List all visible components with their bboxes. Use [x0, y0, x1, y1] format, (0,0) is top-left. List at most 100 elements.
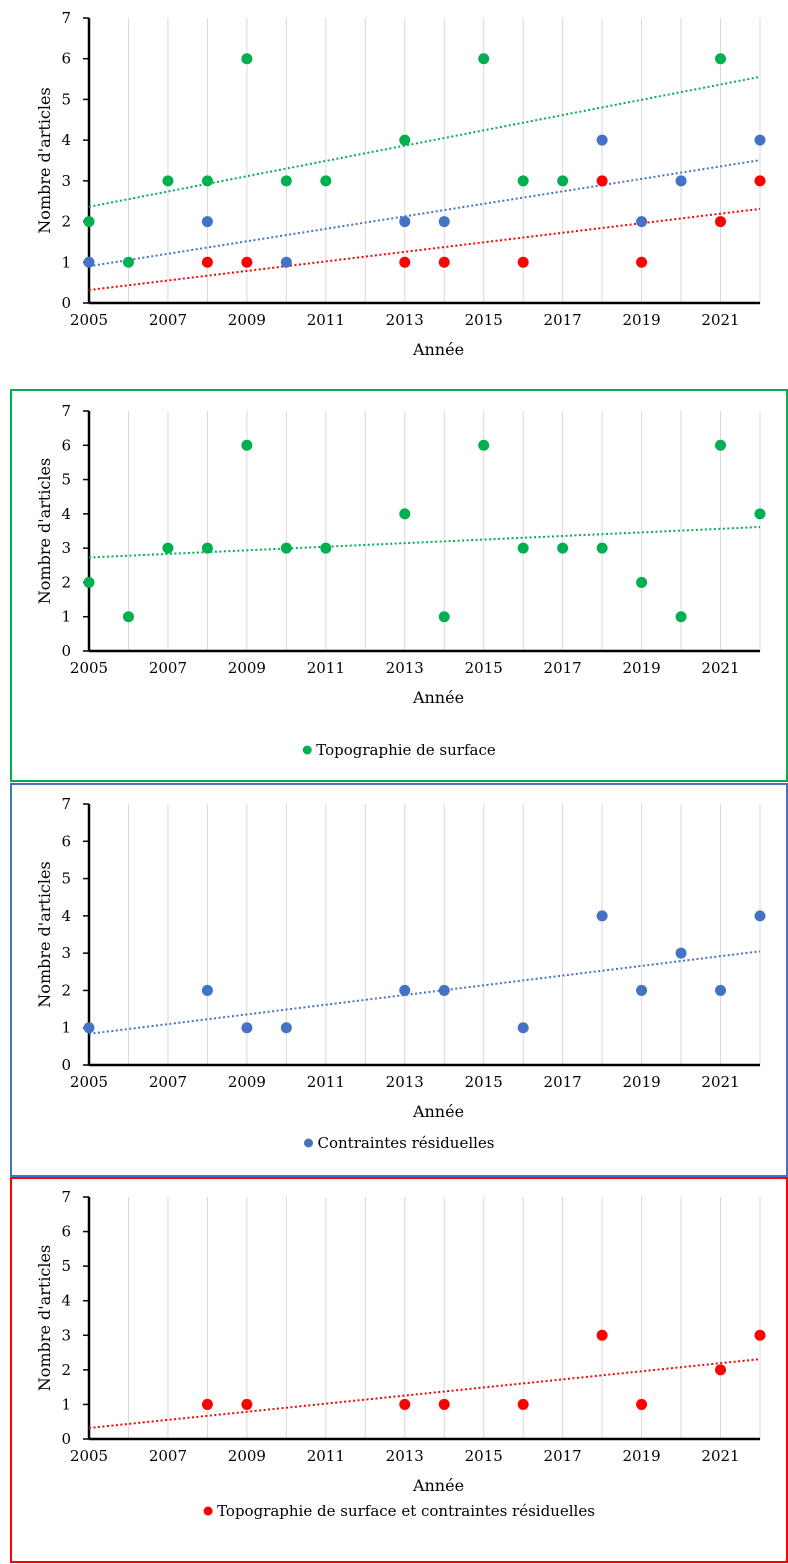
x-axis-title: Année	[412, 688, 464, 707]
data-point	[715, 216, 727, 228]
x-axis-title: Année	[412, 1102, 464, 1121]
y-tick-label: 3	[61, 944, 71, 962]
y-axis-title: Nombre d'articles	[35, 861, 54, 1007]
data-point	[280, 1022, 292, 1034]
data-point	[280, 542, 292, 554]
x-axis-title: Année	[412, 340, 464, 359]
data-point	[122, 256, 134, 268]
chart-frame	[10, 389, 788, 782]
data-point	[478, 439, 490, 451]
y-axis-title: Nombre d'articles	[35, 458, 54, 604]
data-point	[675, 947, 687, 959]
data-point	[280, 175, 292, 187]
x-tick-label: 2009	[228, 311, 266, 329]
data-point	[596, 134, 608, 146]
y-tick-label: 6	[61, 50, 71, 68]
data-point	[320, 542, 332, 554]
x-tick-label: 2007	[149, 659, 187, 677]
data-point	[754, 910, 766, 922]
data-point	[399, 508, 411, 520]
x-tick-label: 2007	[149, 1447, 187, 1465]
data-point	[83, 1022, 95, 1034]
data-point	[201, 1398, 213, 1410]
data-point	[399, 134, 411, 146]
x-tick-label: 2017	[544, 1447, 582, 1465]
data-point	[715, 439, 727, 451]
data-point	[438, 256, 450, 268]
y-tick-label: 0	[61, 642, 71, 660]
x-tick-label: 2021	[701, 659, 739, 677]
chart-1: 0 1 2 3 4 5 6 7 2005 2007 2009 2011 2013 2015 2017 2019…	[35, 9, 766, 359]
trendline	[88, 159, 761, 268]
data-point	[320, 175, 332, 187]
data-point	[675, 175, 687, 187]
y-axis-title: Nombre d'articles	[35, 87, 54, 233]
y-tick-label: 7	[61, 402, 71, 420]
y-tick-label: 2	[61, 573, 71, 591]
data-point	[517, 256, 529, 268]
trendline	[88, 950, 761, 1035]
x-tick-label: 2015	[465, 1073, 503, 1091]
data-point	[399, 1398, 411, 1410]
x-tick-label: 2007	[149, 1073, 187, 1091]
y-axis-title: Nombre d'articles	[35, 1245, 54, 1391]
data-point	[241, 1022, 253, 1034]
data-point	[715, 53, 727, 65]
data-point	[280, 256, 292, 268]
x-tick-label: 2021	[701, 1447, 739, 1465]
data-point	[596, 175, 608, 187]
y-tick-label: 1	[61, 1395, 71, 1413]
data-point	[438, 984, 450, 996]
y-tick-label: 4	[61, 131, 71, 149]
y-tick-label: 7	[61, 795, 71, 813]
chart-frame	[10, 1177, 788, 1563]
y-tick-label: 0	[61, 1430, 71, 1448]
y-tick-label: 4	[61, 907, 71, 925]
y-tick-label: 5	[61, 1257, 71, 1275]
data-point	[675, 611, 687, 623]
data-point	[83, 216, 95, 228]
data-point	[557, 175, 569, 187]
x-tick-label: 2011	[307, 1447, 345, 1465]
x-tick-label: 2021	[701, 1073, 739, 1091]
data-point	[754, 134, 766, 146]
x-tick-label: 2019	[622, 1073, 660, 1091]
chart-frame	[10, 783, 788, 1177]
data-point	[438, 611, 450, 623]
data-point	[754, 508, 766, 520]
data-point	[517, 175, 529, 187]
data-point	[122, 611, 134, 623]
legend-label: Contraintes résiduelles	[318, 1134, 495, 1152]
x-tick-label: 2011	[307, 1073, 345, 1091]
data-point	[754, 175, 766, 187]
data-point	[241, 1398, 253, 1410]
x-tick-label: 2017	[544, 659, 582, 677]
x-tick-label: 2015	[465, 1447, 503, 1465]
data-point	[201, 216, 213, 228]
y-tick-label: 0	[61, 294, 71, 312]
x-tick-label: 2005	[70, 1073, 108, 1091]
data-point	[715, 1364, 727, 1376]
chart-2: 0 1 2 3 4 5 6 7 2005 2007 2009 2011 2013 2015 2017 2019…	[10, 389, 788, 782]
legend-label: Topographie de surface et contraintes ré…	[217, 1502, 595, 1520]
data-point	[636, 216, 648, 228]
x-tick-label: 2021	[701, 311, 739, 329]
y-tick-label: 4	[61, 505, 71, 523]
y-tick-label: 5	[61, 90, 71, 108]
x-tick-label: 2017	[544, 311, 582, 329]
y-tick-label: 3	[61, 172, 71, 190]
data-point	[201, 175, 213, 187]
x-tick-label: 2011	[307, 659, 345, 677]
x-tick-label: 2013	[386, 1447, 424, 1465]
trendline	[88, 75, 761, 208]
data-point	[399, 256, 411, 268]
x-tick-label: 2005	[70, 659, 108, 677]
y-tick-label: 3	[61, 539, 71, 557]
y-tick-label: 1	[61, 1019, 71, 1037]
legend-marker	[302, 745, 312, 755]
x-tick-label: 2005	[70, 1447, 108, 1465]
chart-3: 0 1 2 3 4 5 6 7 2005 2007 2009 2011 2013 2015 2017 2019…	[10, 783, 788, 1177]
data-point	[162, 175, 174, 187]
y-tick-label: 5	[61, 870, 71, 888]
